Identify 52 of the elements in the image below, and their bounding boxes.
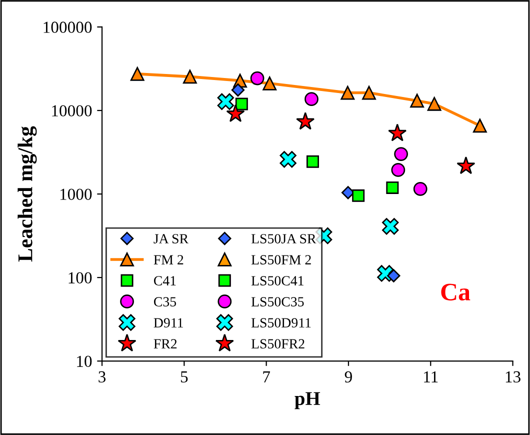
legend-label: LS50D911 [251, 318, 311, 328]
point [391, 163, 406, 177]
legend-label: LS50FM 2 [251, 255, 311, 264]
y-tick-label: 100 [68, 272, 92, 284]
point [340, 86, 355, 100]
point [306, 155, 319, 168]
x-tick-label: 11 [424, 371, 438, 382]
point [352, 189, 365, 202]
legend-label: LS50C41 [251, 276, 304, 286]
point [427, 96, 442, 111]
y-axis-title: Leached mg/kg [18, 126, 37, 262]
legend-label: JA SR [154, 234, 189, 244]
point [262, 76, 277, 90]
x-tick-label: 13 [506, 371, 520, 382]
point [182, 70, 197, 84]
point [235, 98, 248, 110]
legend-label: FM 2 [154, 255, 184, 264]
x-tick-label: 9 [344, 371, 352, 382]
legend-label: LS50FR2 [251, 339, 304, 349]
legend-label: D911 [154, 318, 183, 328]
point [250, 71, 264, 86]
annotation: Ca [441, 284, 470, 300]
point [231, 83, 245, 97]
point [217, 93, 234, 110]
point [472, 118, 487, 133]
x-tick-label: 5 [180, 371, 188, 382]
point [386, 181, 399, 194]
point [413, 182, 428, 196]
legend-label: C35 [154, 297, 176, 306]
point [130, 66, 144, 81]
x-tick-label: 3 [98, 371, 106, 382]
point [304, 92, 318, 106]
x-axis-title: pH [294, 392, 320, 410]
point [410, 94, 424, 108]
point [387, 269, 400, 282]
legend-label: FR2 [154, 339, 177, 348]
y-tick-label: 1000 [60, 188, 92, 200]
y-tick-label: 100000 [44, 22, 92, 33]
x-tick-label: 7 [263, 371, 270, 382]
legend-label: LS50C35 [251, 297, 304, 306]
point [388, 124, 407, 142]
point [394, 147, 408, 161]
point [226, 104, 245, 122]
point [362, 86, 376, 100]
point [382, 218, 399, 235]
y-tick-label: 10 [77, 356, 92, 367]
legend-label: C41 [154, 276, 176, 286]
legend-label: LS50JA SR [251, 234, 316, 244]
point [296, 112, 315, 130]
point [456, 156, 476, 174]
y-tick-label: 10000 [52, 105, 92, 116]
point [280, 151, 296, 168]
